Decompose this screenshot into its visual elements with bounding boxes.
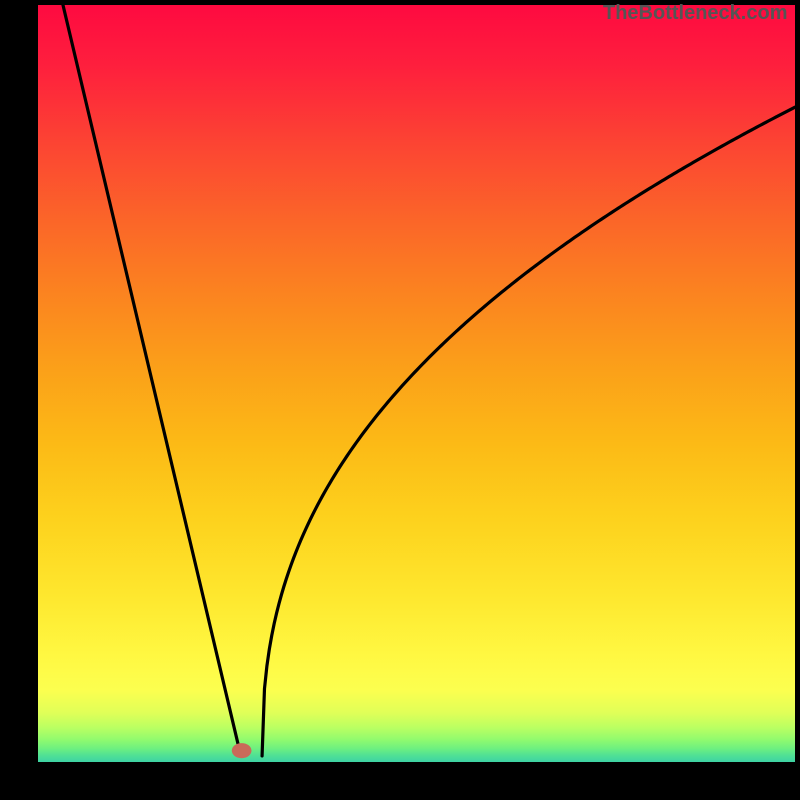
watermark-text: TheBottleneck.com	[603, 2, 787, 25]
chart-frame: TheBottleneck.com	[0, 0, 800, 800]
bottleneck-curve	[38, 5, 795, 762]
curve-left-segment	[63, 5, 241, 756]
plot-area	[38, 5, 795, 762]
curve-right-segment	[262, 107, 795, 756]
valley-marker	[232, 743, 252, 758]
